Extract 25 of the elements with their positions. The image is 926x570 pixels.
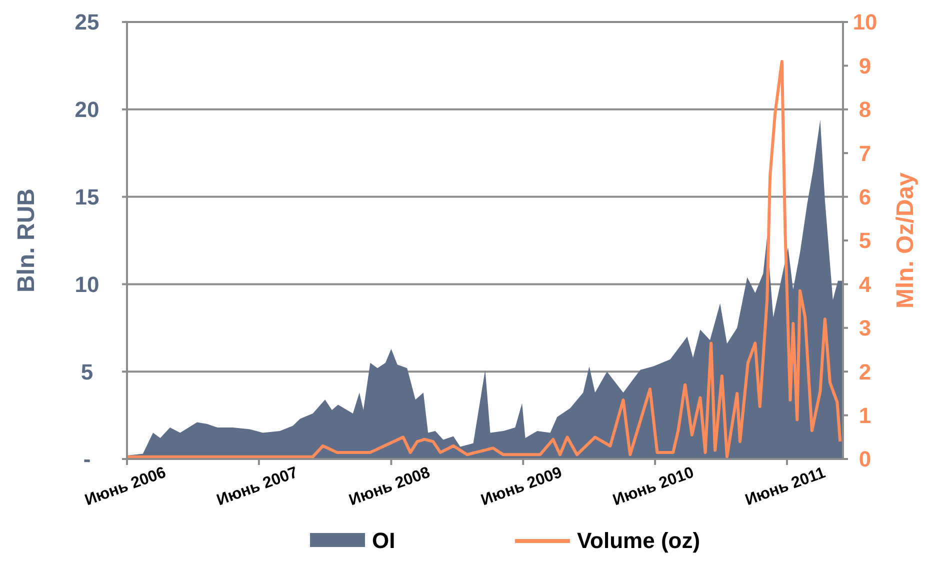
y-axis-title: Bln. RUB [13,188,40,292]
y-tick-label: 20 [74,97,100,122]
y2-tick-label: 3 [858,316,872,341]
y-tick-label: 15 [74,184,100,210]
x-tick-label: Июнь 2011 [743,464,828,510]
y2-tick-label: 1 [858,403,872,428]
y-tick-label: 10 [74,272,100,297]
legend-label: OI [372,528,396,553]
y2-tick-label: 6 [858,184,872,210]
y2-tick-label: 8 [858,97,872,122]
y2-tick-label: 7 [858,140,872,166]
y2-tick-label: 9 [858,53,872,78]
y-tick-label: 25 [74,10,100,35]
y2-tick-label: 2 [858,359,872,384]
y2-tick-label: 0 [858,446,872,472]
y2-tick-label: 4 [858,272,872,297]
y2-axis-title: Mln. Oz/Day [892,172,919,309]
x-tick-label: Июнь 2008 [346,464,432,510]
legend-label: Volume (oz) [577,528,700,553]
y2-tick-label: 5 [858,228,872,254]
x-tick-label: Июнь 2009 [478,464,564,510]
y2-tick-label: 10 [852,10,878,35]
x-tick-label: Июнь 2010 [610,464,696,510]
y-tick-label: 5 [80,359,94,384]
x-tick-label: Июнь 2007 [214,464,300,510]
